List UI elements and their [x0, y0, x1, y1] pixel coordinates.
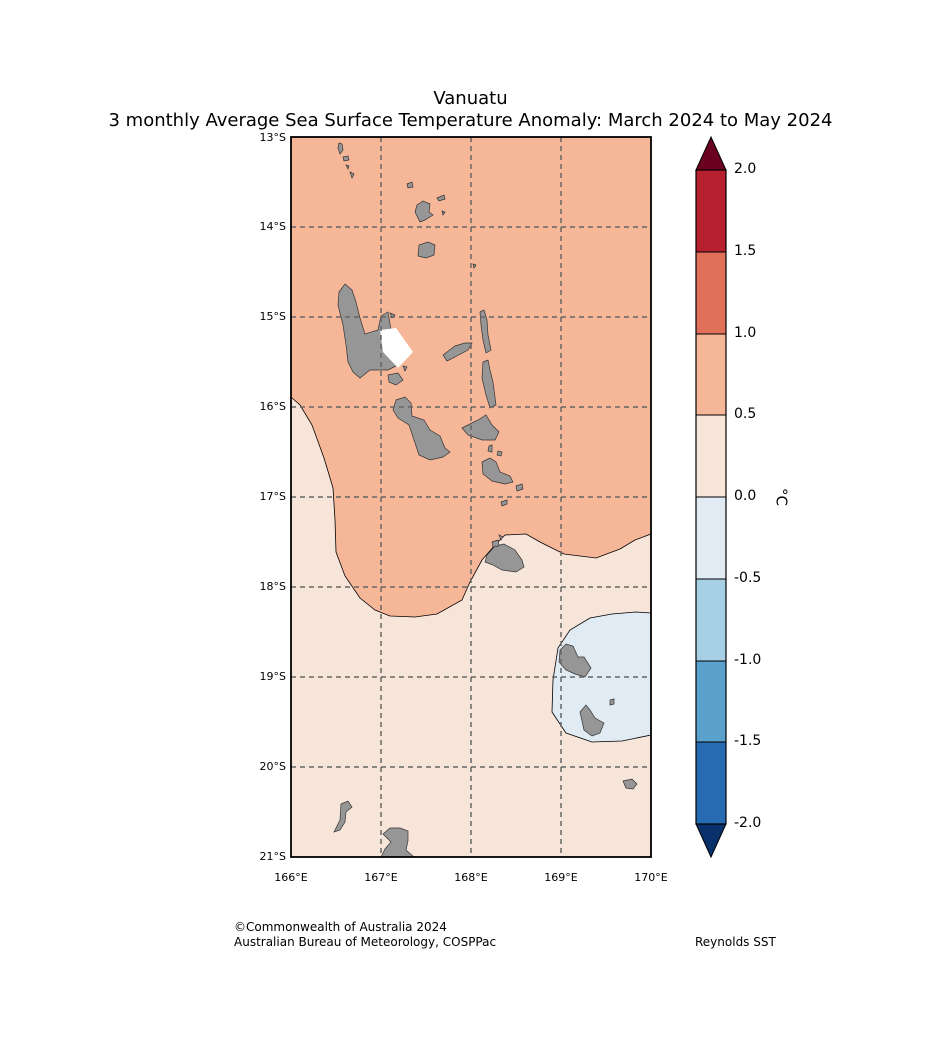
- colorbar-band: [696, 415, 726, 497]
- island-mota-lava: [436, 194, 446, 202]
- lat-label: 17°S: [259, 490, 286, 503]
- island-new-caledonia-tip: [380, 827, 415, 858]
- island-small-1: [402, 365, 408, 372]
- island-paama: [487, 444, 493, 453]
- colorbar-tick-label: 1.0: [734, 325, 757, 341]
- island-torres-2: [342, 155, 350, 162]
- lat-label: 13°S: [259, 131, 286, 144]
- colorbar-unit: °C: [773, 488, 791, 506]
- island-torres-3: [345, 164, 350, 170]
- island-emae: [500, 499, 508, 507]
- island-walpole: [333, 800, 353, 833]
- colorbar-band: [696, 334, 726, 415]
- colorbar-tick-label: 1.5: [734, 243, 757, 259]
- lat-label: 21°S: [259, 850, 286, 863]
- lat-label: 16°S: [259, 400, 286, 413]
- island-torres-4: [349, 171, 355, 179]
- island-lopevi: [496, 450, 503, 457]
- colorbar-band: [696, 579, 726, 661]
- island-vanua-lava: [414, 200, 434, 223]
- colorbar-tick-label: 0.0: [734, 488, 757, 504]
- agency-text: Australian Bureau of Meteorology, COSPPa…: [234, 935, 497, 949]
- island-maewo: [479, 309, 492, 354]
- lat-label: 18°S: [259, 580, 286, 593]
- colorbar-band: [696, 661, 726, 742]
- colorbar-under-arrow: [695, 823, 727, 859]
- colorbar-band: [696, 497, 726, 579]
- island-merelava: [472, 263, 477, 269]
- island-pentecost: [481, 359, 497, 409]
- map-frame: [290, 136, 652, 858]
- lat-label: 20°S: [259, 760, 286, 773]
- colorbar-tick-label: 0.5: [734, 406, 757, 422]
- lon-label: 167°E: [364, 871, 398, 884]
- colorbar-tick-label: 2.0: [734, 161, 757, 177]
- data-source-text: Reynolds SST: [695, 935, 776, 949]
- island-malo: [387, 372, 404, 386]
- island-near-efate: [498, 534, 504, 541]
- island-ambrym: [461, 414, 500, 441]
- colorbar-band: [696, 252, 726, 334]
- lat-label: 15°S: [259, 310, 286, 323]
- island-tongoa: [515, 483, 524, 492]
- colorbar-band: [696, 742, 726, 824]
- island-torres-1: [337, 142, 344, 155]
- island-malekula: [392, 396, 451, 461]
- colorbar-frame: [695, 169, 727, 825]
- colorbar-band: [696, 170, 726, 252]
- colorbar-tick-label: -2.0: [734, 815, 762, 831]
- island-ambae: [442, 342, 473, 362]
- map-title: Vanuatu: [433, 88, 508, 109]
- lon-label: 166°E: [274, 871, 308, 884]
- island-aneityum: [622, 778, 638, 790]
- island-ureparapara: [406, 181, 414, 189]
- island-gaua: [417, 241, 436, 259]
- island-aniwa: [609, 698, 615, 706]
- lat-label: 14°S: [259, 220, 286, 233]
- lon-label: 168°E: [454, 871, 488, 884]
- colorbar-tick-label: -1.0: [734, 652, 762, 668]
- island-reef: [441, 210, 446, 216]
- island-erromango: [558, 643, 592, 678]
- map-subtitle: 3 monthly Average Sea Surface Temperatur…: [108, 110, 833, 131]
- data-gap: [380, 328, 413, 368]
- copyright-text: ©Commonwealth of Australia 2024: [234, 920, 447, 934]
- island-tanna: [579, 704, 605, 737]
- island-efate: [484, 543, 525, 573]
- lat-label: 19°S: [259, 670, 286, 683]
- lon-label: 169°E: [544, 871, 578, 884]
- colorbar-over-arrow: [695, 135, 727, 171]
- lon-label: 170°E: [634, 871, 668, 884]
- island-nguna: [491, 539, 500, 548]
- island-epi: [481, 457, 514, 485]
- colorbar-tick-label: -1.5: [734, 733, 762, 749]
- colorbar-tick-label: -0.5: [734, 570, 762, 586]
- graticule: [291, 137, 651, 857]
